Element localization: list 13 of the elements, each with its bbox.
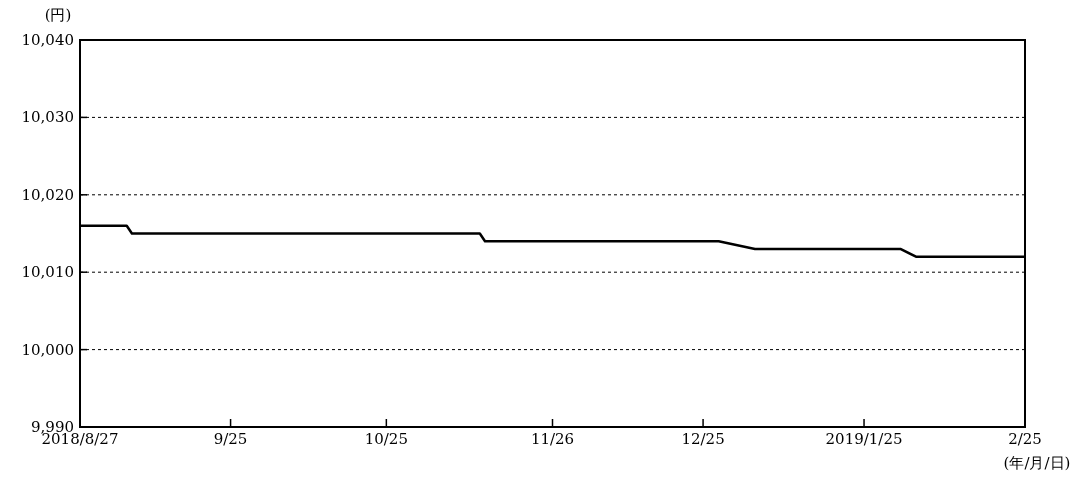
y-axis-title: (円) bbox=[44, 6, 72, 24]
y-tick-label: 10,030 bbox=[21, 108, 74, 127]
x-tick-label: 9/25 bbox=[213, 430, 248, 448]
y-tick-label: 10,000 bbox=[21, 340, 74, 359]
x-axis-title: (年/月/日) bbox=[1003, 454, 1071, 472]
y-tick-label: 10,040 bbox=[21, 31, 74, 49]
x-tick-label: 10/25 bbox=[364, 430, 408, 448]
y-tick-label: 10,010 bbox=[21, 263, 74, 282]
y-tick-label: 10,020 bbox=[21, 185, 74, 204]
x-tick-label: 2019/1/25 bbox=[825, 430, 903, 448]
x-tick-label: 2/25 bbox=[1008, 430, 1042, 448]
x-tick-label: 12/25 bbox=[681, 430, 725, 448]
x-tick-label: 11/26 bbox=[530, 430, 575, 448]
